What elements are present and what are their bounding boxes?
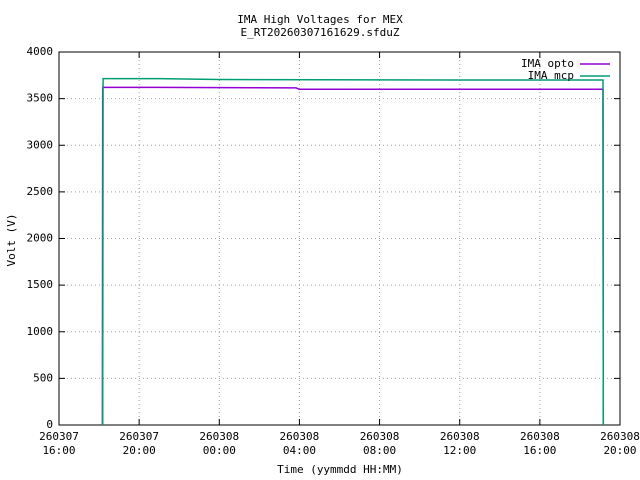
chart-title: IMA High Voltages for MEX	[237, 13, 403, 26]
x-tick-label: 260308 16:00	[519, 430, 560, 457]
y-tick-label: 1500	[27, 278, 54, 291]
y-axis-label: Volt (V)	[5, 214, 18, 267]
x-axis-label: Time (yymmdd HH:MM)	[277, 463, 403, 476]
x-tick-label: 260308 04:00	[279, 430, 320, 457]
y-tick-label: 0	[46, 418, 53, 431]
chart-subtitle: E_RT20260307161629.sfduZ	[241, 26, 400, 39]
x-tick-label: 260308 20:00	[600, 430, 640, 457]
x-tick-label: 260308 12:00	[439, 430, 480, 457]
x-tick-label: 260307 16:00	[39, 430, 79, 457]
y-tick-label: 2000	[27, 232, 54, 245]
y-tick-label: 500	[33, 371, 53, 384]
legend-label: IMA opto	[521, 57, 574, 70]
data-line	[101, 77, 605, 426]
y-tick-label: 3500	[27, 92, 54, 105]
y-tick-label: 3000	[27, 138, 54, 151]
y-tick-label: 2500	[27, 185, 54, 198]
y-tick-label: 4000	[27, 45, 54, 58]
data-line	[101, 86, 605, 426]
x-tick-label: 260307 20:00	[119, 430, 160, 457]
x-tick-label: 260308 08:00	[359, 430, 400, 457]
legend-label: IMA mcp	[528, 69, 574, 82]
x-tick-label: 260308 00:00	[199, 430, 240, 457]
y-tick-label: 1000	[27, 325, 54, 338]
plot-frame	[58, 51, 621, 426]
